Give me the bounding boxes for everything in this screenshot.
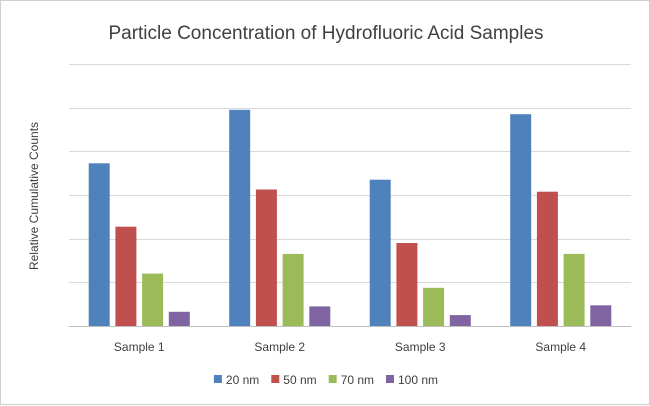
bar-20nm-sample-2	[229, 109, 251, 326]
bar-20nm-sample-3	[369, 179, 391, 326]
bar-100nm-sample-1	[168, 311, 190, 326]
legend-swatch-20nm	[213, 375, 222, 383]
x-tick-label: Sample 1	[114, 340, 165, 354]
bar-100nm-sample-3	[449, 315, 471, 326]
x-tick-label: Sample 4	[535, 340, 586, 354]
bar-20nm-sample-1	[88, 163, 110, 326]
legend-swatch-70nm	[328, 375, 337, 383]
bars	[88, 109, 612, 326]
x-tick-label: Sample 3	[395, 340, 446, 354]
legend-label-50nm: 50 nm	[283, 373, 316, 387]
bar-70nm-sample-2	[282, 253, 304, 326]
bar-100nm-sample-2	[309, 306, 331, 326]
chart-title: Particle Concentration of Hydrofluoric A…	[108, 23, 543, 44]
bar-100nm-sample-4	[590, 305, 612, 326]
bar-50nm-sample-1	[115, 226, 137, 326]
legend: 20 nm 50 nm 70 nm 100 nm	[213, 373, 438, 387]
x-tick-label: Sample 2	[254, 340, 305, 354]
y-axis-label: Relative Cumulative Counts	[27, 122, 41, 270]
bar-70nm-sample-4	[563, 253, 585, 326]
legend-swatch-50nm	[271, 375, 280, 383]
legend-label-70nm: 70 nm	[341, 373, 374, 387]
x-tick-labels: Sample 1 Sample 2 Sample 3 Sample 4	[114, 340, 587, 354]
bar-70nm-sample-1	[142, 273, 164, 326]
bar-50nm-sample-2	[255, 189, 277, 326]
legend-label-100nm: 100 nm	[398, 373, 438, 387]
bar-20nm-sample-4	[510, 114, 532, 326]
legend-label-20nm: 20 nm	[226, 373, 259, 387]
legend-swatch-100nm	[386, 375, 394, 383]
bar-50nm-sample-3	[396, 243, 418, 326]
bar-50nm-sample-4	[536, 191, 558, 326]
bar-70nm-sample-3	[423, 287, 445, 326]
